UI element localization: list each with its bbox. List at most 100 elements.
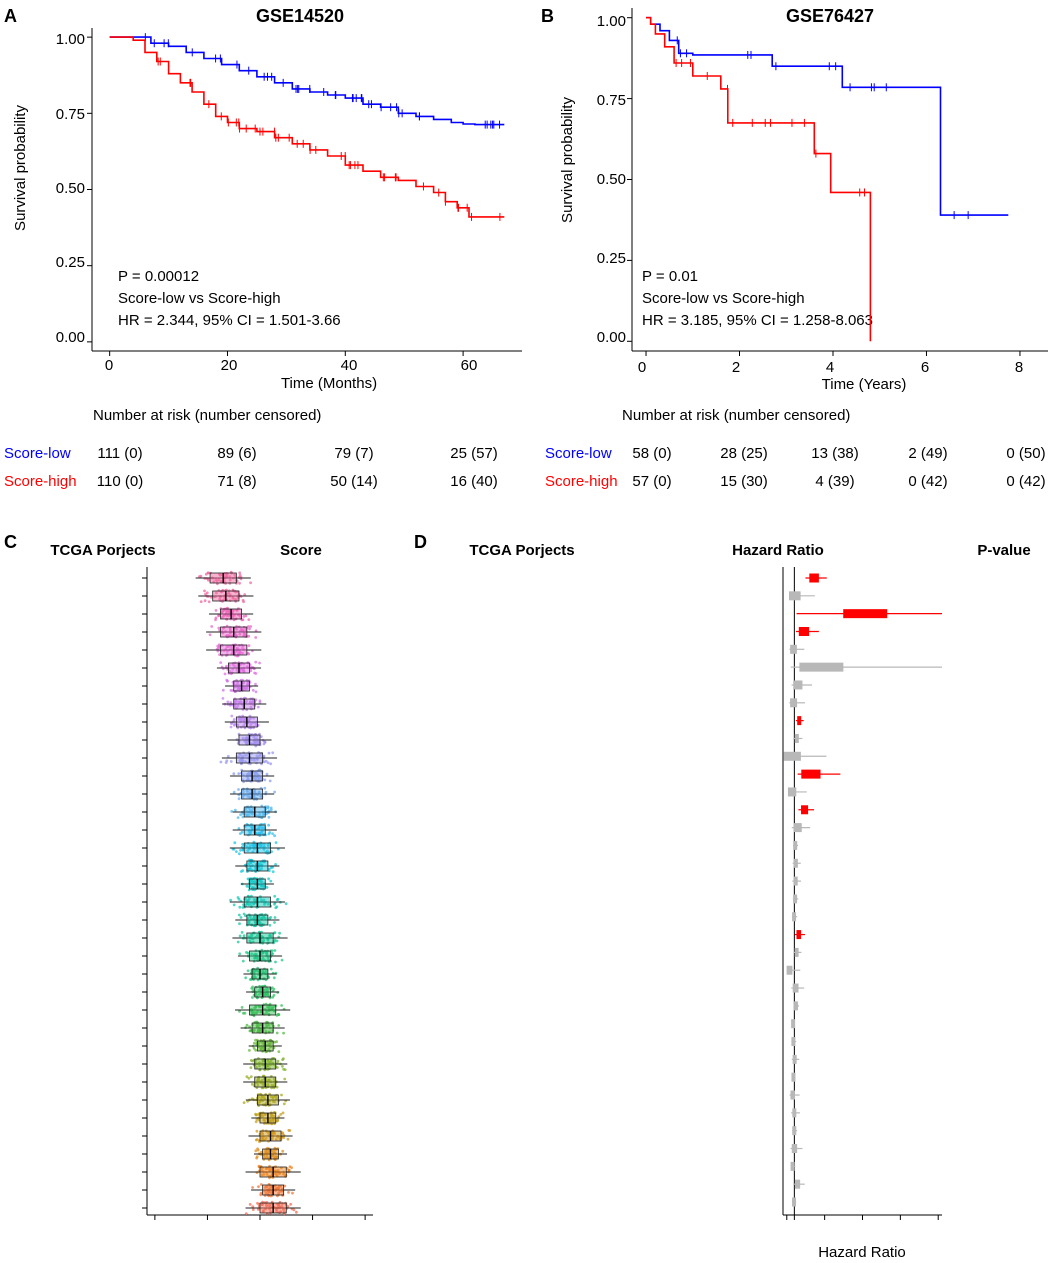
panel-b-ytick-label: 0.00 (597, 329, 626, 346)
d-hr-box (794, 947, 799, 957)
d-hr-box (796, 930, 802, 940)
c-jitter-point (276, 1066, 279, 1069)
c-jitter-point (237, 797, 241, 801)
panel-a-risk-group-label: Score-low (4, 445, 71, 462)
c-jitter-point (268, 779, 272, 783)
d-hr-box (792, 1108, 797, 1118)
panel-a-xtick-label: 0 (105, 357, 113, 374)
c-jitter-point (291, 1191, 294, 1195)
risk-cell: 2 (49) (908, 445, 947, 462)
c-jitter-point (229, 689, 233, 692)
c-jitter-point (238, 573, 242, 577)
c-jitter-point (280, 958, 284, 962)
c-jitter-point (226, 754, 230, 758)
risk-cell: 13 (38) (811, 445, 859, 462)
c-jitter-point (258, 699, 262, 703)
d-hr-box (809, 573, 819, 583)
c-jitter-point (267, 823, 270, 827)
c-jitter-point (280, 1004, 283, 1007)
panel-b-km-plot: B GSE76427 Survival probability 1.00 0.7… (541, 6, 1048, 490)
c-jitter-point (256, 1208, 260, 1211)
d-hr-box (793, 876, 798, 886)
c-jitter-point (242, 600, 246, 604)
c-jitter-point (267, 877, 270, 881)
c-jitter-point (259, 1191, 263, 1195)
c-jitter-point (245, 951, 248, 954)
c-jitter-point (226, 700, 230, 704)
panel-a-risk-values: 111 (0) 89 (6) 79 (7) 25 (57) 110 (0) 71… (97, 445, 498, 490)
c-jitter-point (281, 1149, 285, 1153)
c-jitter-point (244, 1212, 248, 1215)
c-jitter-point (239, 848, 242, 852)
d-hr-box (789, 591, 801, 601)
panel-b-y-axis-label: Survival probability (559, 97, 576, 223)
c-jitter-point (245, 1075, 249, 1079)
c-jitter-point (273, 834, 276, 838)
c-jitter-point (229, 760, 233, 763)
c-jitter-point (242, 615, 246, 618)
panel-a-xtick-label: 20 (221, 357, 238, 374)
risk-cell: 58 (0) (632, 445, 671, 462)
c-jitter-point (249, 1029, 253, 1032)
c-jitter-point (238, 832, 242, 835)
d-hr-box (787, 787, 797, 797)
c-jitter-point (217, 614, 220, 618)
c-jitter-point (273, 1040, 276, 1044)
c-jitter-point (245, 884, 249, 888)
c-jitter-point (210, 625, 214, 628)
c-jitter-point (254, 660, 258, 664)
panel-b-xtick-label: 6 (921, 359, 929, 376)
c-jitter-point (247, 652, 251, 656)
panel-c-score-header: Score (280, 542, 322, 559)
c-jitter-point (223, 672, 227, 676)
d-hr-box (786, 965, 793, 975)
c-jitter-point (266, 761, 270, 765)
c-jitter-point (236, 816, 240, 819)
c-jitter-point (247, 644, 251, 648)
risk-cell: 0 (42) (1006, 473, 1045, 490)
c-jitter-point (275, 1085, 279, 1089)
c-jitter-point (267, 751, 271, 755)
c-jitter-point (275, 905, 279, 909)
c-jitter-point (239, 916, 243, 919)
c-jitter-point (254, 1120, 258, 1124)
c-jitter-point (273, 938, 277, 942)
c-jitter-point (283, 1184, 287, 1188)
c-jitter-point (237, 852, 241, 856)
panel-a-risk-group-label: Score-high (4, 473, 77, 490)
panel-d-label: D (414, 532, 427, 552)
d-hr-box (791, 1019, 796, 1029)
c-jitter-point (199, 600, 203, 604)
c-jitter-point (273, 916, 277, 919)
c-jitter-point (199, 574, 203, 578)
c-jitter-point (207, 578, 210, 582)
km-curve-score-high (646, 16, 872, 342)
risk-cell: 0 (50) (1006, 445, 1045, 462)
c-jitter-point (295, 1210, 298, 1214)
c-jitter-point (251, 996, 254, 999)
c-jitter-point (263, 740, 267, 744)
c-jitter-point (252, 1047, 256, 1050)
c-jitter-point (214, 609, 218, 612)
c-jitter-point (277, 1050, 281, 1053)
c-jitter-point (241, 842, 245, 846)
c-jitter-point (282, 1057, 285, 1061)
risk-cell: 110 (0) (97, 473, 143, 490)
c-jitter-point (240, 1006, 244, 1009)
c-jitter-point (219, 760, 223, 764)
risk-cell: 28 (25) (720, 445, 768, 462)
c-jitter-point (240, 931, 244, 934)
panel-b-ytick-label: 0.50 (597, 171, 626, 188)
c-jitter-point (237, 913, 241, 917)
c-jitter-point (221, 688, 225, 692)
panel-b-x-axis-label: Time (Years) (822, 376, 907, 393)
d-hr-box (797, 716, 802, 726)
c-jitter-point (254, 1138, 258, 1142)
c-jitter-point (247, 618, 251, 621)
c-jitter-point (254, 1149, 258, 1153)
panel-a-annotation-p: P = 0.00012 (118, 268, 199, 285)
c-jitter-point (274, 960, 277, 964)
c-jitter-point (249, 581, 253, 585)
c-jitter-point (271, 832, 274, 835)
